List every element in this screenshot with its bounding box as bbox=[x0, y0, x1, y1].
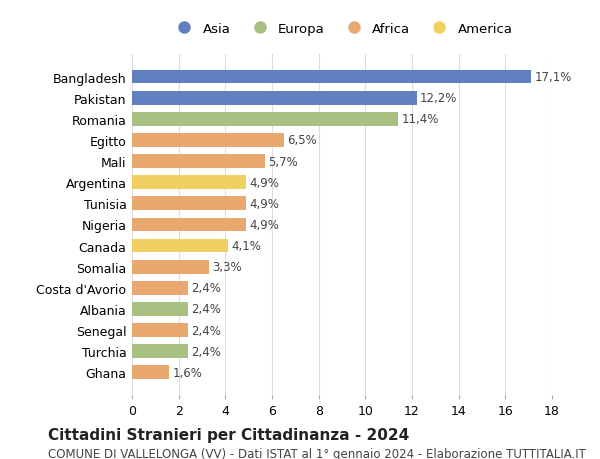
Bar bbox=[132, 260, 209, 274]
Bar bbox=[132, 155, 265, 168]
Bar bbox=[132, 71, 531, 84]
Text: Cittadini Stranieri per Cittadinanza - 2024: Cittadini Stranieri per Cittadinanza - 2… bbox=[48, 427, 409, 442]
Text: 6,5%: 6,5% bbox=[287, 134, 317, 147]
Text: 17,1%: 17,1% bbox=[535, 71, 572, 84]
Text: 2,4%: 2,4% bbox=[191, 324, 221, 337]
Text: COMUNE DI VALLELONGA (VV) - Dati ISTAT al 1° gennaio 2024 - Elaborazione TUTTITA: COMUNE DI VALLELONGA (VV) - Dati ISTAT a… bbox=[48, 448, 586, 459]
Text: 4,1%: 4,1% bbox=[231, 240, 261, 252]
Bar bbox=[132, 197, 247, 211]
Bar bbox=[132, 366, 169, 379]
Text: 12,2%: 12,2% bbox=[420, 92, 458, 105]
Text: 4,9%: 4,9% bbox=[250, 176, 280, 189]
Bar bbox=[132, 92, 416, 105]
Bar bbox=[132, 112, 398, 126]
Legend: Asia, Europa, Africa, America: Asia, Europa, Africa, America bbox=[166, 17, 518, 41]
Bar bbox=[132, 176, 247, 190]
Text: 4,9%: 4,9% bbox=[250, 218, 280, 231]
Bar bbox=[132, 218, 247, 232]
Text: 2,4%: 2,4% bbox=[191, 303, 221, 316]
Text: 5,7%: 5,7% bbox=[269, 155, 298, 168]
Text: 3,3%: 3,3% bbox=[212, 261, 242, 274]
Bar bbox=[132, 324, 188, 337]
Text: 2,4%: 2,4% bbox=[191, 345, 221, 358]
Bar bbox=[132, 281, 188, 295]
Bar bbox=[132, 239, 227, 253]
Text: 11,4%: 11,4% bbox=[401, 113, 439, 126]
Bar bbox=[132, 345, 188, 358]
Bar bbox=[132, 302, 188, 316]
Text: 2,4%: 2,4% bbox=[191, 282, 221, 295]
Text: 4,9%: 4,9% bbox=[250, 197, 280, 210]
Bar bbox=[132, 134, 284, 147]
Text: 1,6%: 1,6% bbox=[173, 366, 203, 379]
